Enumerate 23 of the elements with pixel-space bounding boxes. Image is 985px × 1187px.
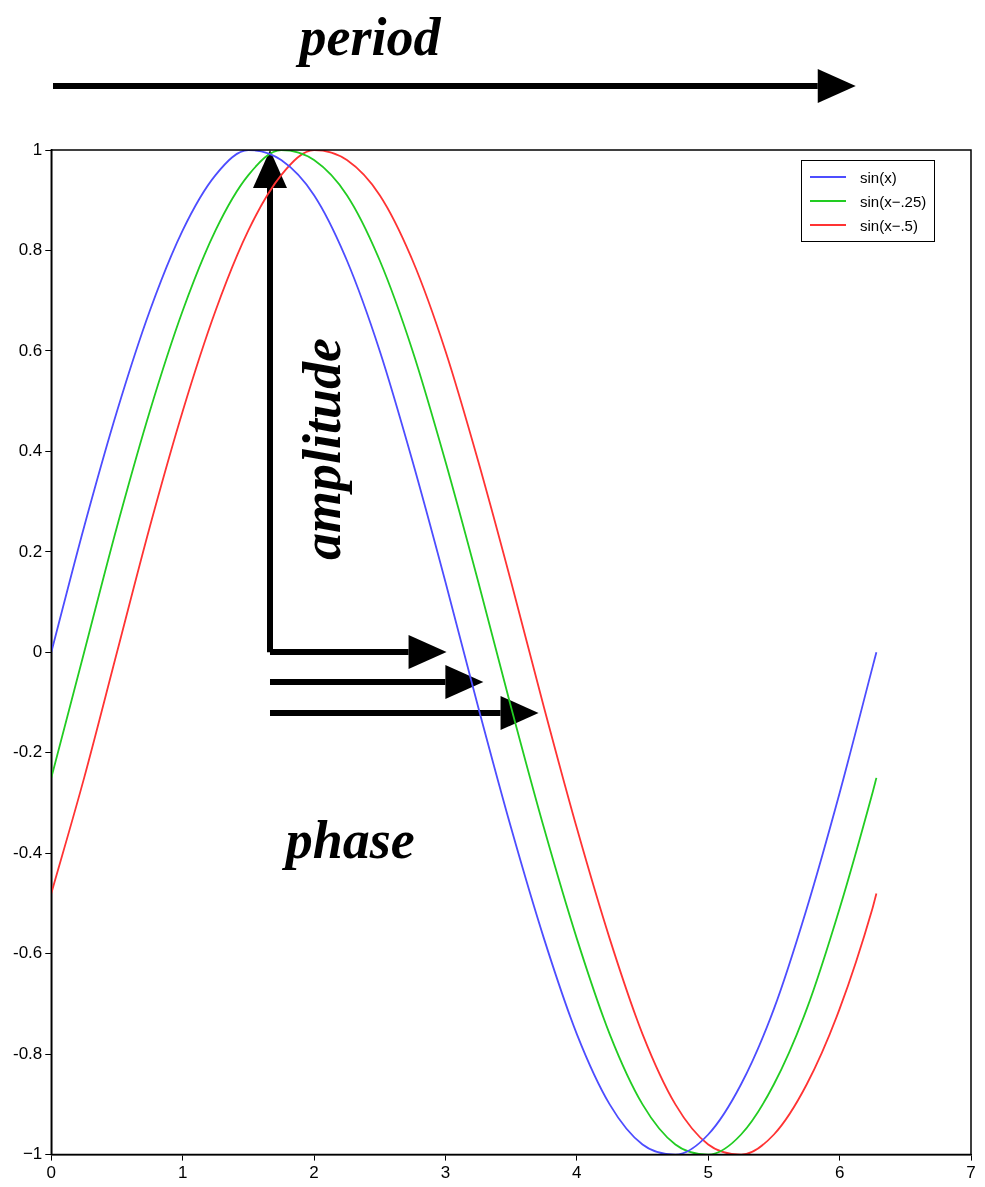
y-tick-label: −1 bbox=[22, 1144, 43, 1164]
legend-label: sin(x) bbox=[860, 168, 897, 186]
legend-label: sin(x−.25) bbox=[860, 192, 927, 210]
legend-label: sin(x−.5) bbox=[860, 216, 918, 234]
y-tick-label: 0.8 bbox=[18, 240, 43, 260]
y-tick-label: 0 bbox=[32, 641, 43, 661]
annotation: amplitude bbox=[292, 338, 353, 561]
x-tick-label: 1 bbox=[177, 1163, 188, 1183]
y-tick-label: -0.2 bbox=[13, 742, 43, 762]
x-tick-label: 5 bbox=[703, 1163, 713, 1183]
y-tick-label: 0.4 bbox=[18, 441, 43, 461]
x-tick-label: 7 bbox=[966, 1163, 976, 1183]
x-tick-label: 4 bbox=[572, 1163, 582, 1183]
y-tick-label: -0.8 bbox=[13, 1043, 43, 1063]
y-tick-label: -0.4 bbox=[13, 842, 43, 862]
x-tick-label: 2 bbox=[309, 1163, 319, 1183]
y-tick-label: -0.6 bbox=[13, 943, 43, 963]
x-tick-label: 6 bbox=[834, 1163, 845, 1183]
x-tick-label: 3 bbox=[440, 1163, 451, 1183]
y-tick-label: 1 bbox=[32, 139, 43, 159]
y-tick-label: 0.2 bbox=[18, 541, 43, 561]
x-tick-label: 0 bbox=[46, 1163, 57, 1183]
y-tick-label: 0.6 bbox=[18, 340, 43, 360]
